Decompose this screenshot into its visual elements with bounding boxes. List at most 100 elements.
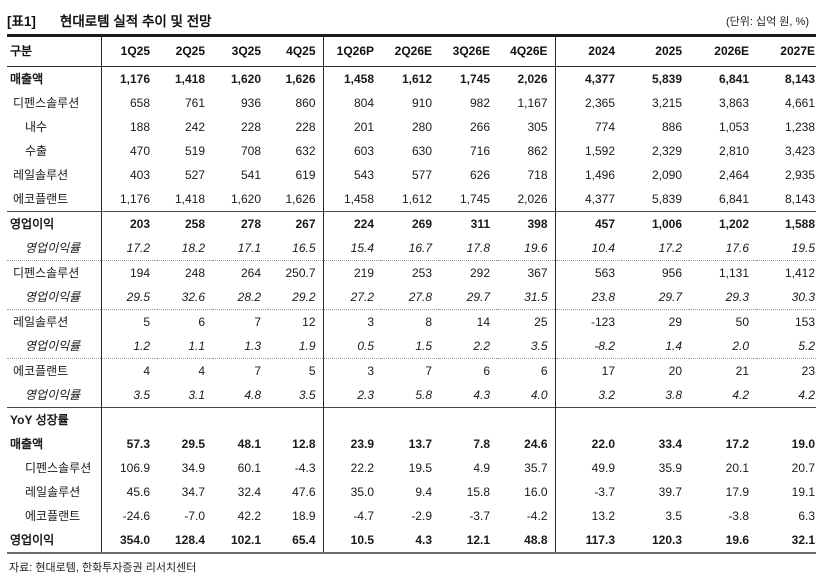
value-cell: -4.2 [497, 504, 556, 528]
value-cell: 224 [323, 211, 381, 236]
row-label: 영업이익률 [7, 383, 102, 408]
value-cell: 860 [268, 91, 324, 115]
value-cell: 266 [469, 120, 490, 134]
value-cell: 1,592 [584, 144, 615, 158]
table-row: 에코플랜트 -24.6 -7.0 42.2 18.9 -4.7 -2.9 -3.7 -4.2 13… [7, 504, 816, 528]
value-cell: 35.0 [350, 485, 374, 499]
value-cell: 2.2 [473, 339, 490, 353]
value-cell: 2,365 [584, 96, 615, 110]
value-cell: 1,620 [230, 72, 261, 86]
row-label: 레일솔루션 [7, 480, 102, 504]
column-header: 2027E [756, 35, 816, 67]
row-label: 레일솔루션 [7, 309, 102, 334]
value-cell: 19.6 [725, 533, 749, 547]
table-header-row: 구분 1Q25 2Q25 3Q25 4Q25 1Q26P 2Q26E 3Q26E 4Q26E 20… [7, 35, 816, 67]
value-cell: 2,026 [497, 66, 556, 91]
row-label: 매출액 [7, 66, 102, 91]
table-row: 레일솔루션 403 527 541 619 543 577 626 718 1,496 2,090 2… [7, 163, 816, 187]
value-cell: 6 [157, 309, 212, 334]
value-cell: 1,620 [230, 192, 261, 206]
table-title-group: [표1] 현대로템 실적 추이 및 전망 [7, 10, 212, 30]
table-row: 디펜스솔루션 194 248 264 250.7 219 253 292 367 563 956 1,… [7, 260, 816, 285]
value-cell: 3,423 [784, 144, 815, 158]
value-cell: 4.3 [473, 388, 490, 402]
value-cell: 1,612 [401, 192, 432, 206]
value-cell: 708 [240, 144, 261, 158]
table-row: 내수 188 242 228 228 201 280 266 305 774 886 1,053 1,2… [7, 115, 816, 139]
value-cell: 470 [129, 144, 150, 158]
value-cell: 48.1 [237, 437, 261, 451]
value-cell: 3.5 [133, 388, 150, 402]
row-label: 에코플랜트 [7, 504, 102, 528]
value-cell: 936 [240, 96, 261, 110]
row-label: 영업이익률 [7, 334, 102, 359]
value-cell: 563 [555, 260, 622, 285]
value-cell: 20.7 [791, 461, 815, 475]
unit-note: (단위: 십억 원, %) [726, 16, 809, 28]
value-cell: 4.2 [798, 388, 815, 402]
table-header: 구분 1Q25 2Q25 3Q25 4Q25 1Q26P 2Q26E 3Q26E 4Q26E 20… [7, 35, 816, 67]
value-cell: 18.2 [181, 241, 205, 255]
value-cell: 27.2 [350, 290, 374, 304]
value-cell: 632 [268, 139, 324, 163]
value-cell: 12.1 [466, 533, 490, 547]
value-cell: 577 [411, 168, 432, 182]
table-row: 에코플랜트 1,176 1,418 1,620 1,626 1,458 1,612 1,745… [7, 187, 816, 212]
value-cell: 19.1 [791, 485, 815, 499]
value-cell: 42.2 [237, 509, 261, 523]
value-cell: 29.3 [725, 290, 749, 304]
value-cell: 153 [756, 309, 816, 334]
value-cell: 761 [184, 96, 205, 110]
column-header: 1Q26P [323, 35, 381, 67]
value-cell: 3.5 [665, 509, 682, 523]
value-cell: 2,935 [784, 168, 815, 182]
value-cell: 7 [212, 358, 268, 383]
value-cell: 4.9 [473, 461, 490, 475]
value-cell: 17.1 [237, 241, 261, 255]
value-cell: 3 [323, 309, 381, 334]
value-cell: 457 [555, 211, 622, 236]
value-cell: 398 [497, 211, 556, 236]
table-row: 영업이익률 29.5 32.6 28.2 29.2 27.2 27.8 29.7 31.5 23.… [7, 285, 816, 310]
column-header: 4Q25 [268, 35, 324, 67]
value-cell: 1,006 [622, 211, 689, 236]
value-cell: 6 [497, 358, 556, 383]
value-cell: 4,377 [584, 192, 615, 206]
value-cell: 47.6 [268, 480, 324, 504]
value-cell: 34.9 [181, 461, 205, 475]
page-title: 현대로템 실적 추이 및 전망 [59, 14, 212, 29]
value-cell: 10.5 [350, 533, 374, 547]
value-cell: 21 [689, 358, 756, 383]
value-cell: 17.2 [126, 241, 150, 255]
value-cell: 1.2 [133, 339, 150, 353]
value-cell: 3,863 [718, 96, 749, 110]
row-label: 수출 [7, 139, 102, 163]
value-cell: 128.4 [174, 533, 205, 547]
value-cell: 1,131 [689, 260, 756, 285]
row-label: YoY 성장률 [7, 407, 102, 432]
earnings-table: 구분 1Q25 2Q25 3Q25 4Q25 1Q26P 2Q26E 3Q26E 4Q26E 20… [7, 34, 816, 554]
value-cell: 1,418 [174, 72, 205, 86]
value-cell: 1,458 [343, 192, 374, 206]
value-cell: 34.7 [181, 485, 205, 499]
value-cell: 267 [268, 211, 324, 236]
row-label: 영업이익 [7, 528, 102, 553]
column-header: 3Q26E [439, 35, 497, 67]
value-cell [323, 407, 381, 432]
value-cell: 28.2 [237, 290, 261, 304]
value-cell: 269 [381, 211, 439, 236]
row-label: 매출액 [7, 432, 102, 456]
row-label: 영업이익률 [7, 236, 102, 261]
value-cell: 5 [268, 358, 324, 383]
table-row: 영업이익률 1.2 1.1 1.3 1.9 0.5 1.5 2.2 3.5 -8.2 1.4 2.0 5… [7, 334, 816, 359]
value-cell: 15.8 [466, 485, 490, 499]
value-cell: 4.2 [732, 388, 749, 402]
column-header: 2024 [555, 35, 622, 67]
value-cell: 886 [661, 120, 682, 134]
value-cell: 3.5 [497, 334, 556, 359]
value-cell: 17 [555, 358, 622, 383]
value-cell: 1,053 [718, 120, 749, 134]
value-cell: -7.0 [184, 509, 205, 523]
value-cell: 5.8 [415, 388, 432, 402]
value-cell: 804 [353, 96, 374, 110]
